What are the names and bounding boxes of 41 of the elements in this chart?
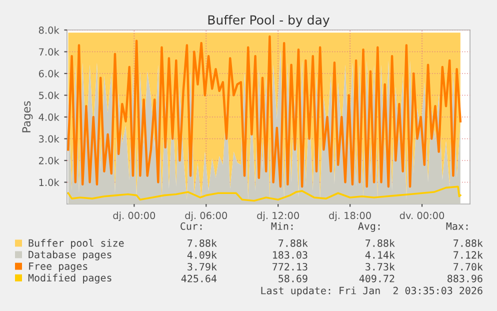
text: Max: [446, 222, 468, 230]
legend-label: Buffer pool size [28, 239, 124, 249]
y-tick-label: 1.0k [39, 178, 60, 186]
text: 58.69 [278, 274, 308, 282]
y-tick-label: 2.0k [38, 156, 60, 164]
x-tick-label: dj. 00:00 [113, 212, 156, 222]
text: 3.79k [188, 262, 217, 271]
text: 183.03 [273, 251, 308, 259]
text: Last update: Fri Jan 2 03:35:03 2026 [261, 286, 482, 296]
x-tick-label: dv. 00:00 [400, 212, 444, 220]
y-tick-label: 4.0k [38, 113, 60, 121]
y-tick-label: 8.0k [38, 26, 60, 34]
text: 4.14k [365, 250, 395, 259]
text: Min: [271, 222, 293, 230]
text: 3.73k [366, 262, 395, 271]
x-tick-label: dj. 18:00 [329, 212, 371, 222]
y-tick-label: 3.0k [39, 135, 60, 143]
text: 7.88k [188, 239, 217, 247]
text: 7.88k [366, 239, 395, 247]
y-axis-title: Pages [22, 101, 33, 132]
legend-label: Free pages [29, 262, 88, 272]
legend-label: Modified pages [28, 274, 112, 284]
text: 409.72 [359, 274, 394, 282]
text: 7.88k [454, 239, 483, 247]
text: 7.70k [454, 262, 483, 271]
text: 772.13 [272, 262, 308, 271]
text: 425.64 [181, 274, 217, 282]
y-tick-label: 7.0k [39, 48, 60, 56]
chart-title: Buffer Pool - by day [208, 14, 330, 28]
line-series [67, 186, 462, 202]
x-tick-label: dj. 12:00 [257, 212, 299, 222]
text: Cur: [180, 222, 202, 230]
x-tick-label: dj. 06:00 [185, 212, 228, 222]
text: 4.09k [187, 250, 217, 259]
y-tick-label: 6.0k [38, 70, 60, 78]
y-tick-label: 5.0k [39, 92, 60, 100]
text: 7.88k [278, 239, 308, 247]
text: 883.96 [448, 274, 482, 282]
text: 7.12k [454, 250, 483, 259]
legend-label: Database pages [28, 250, 112, 260]
text: Avg: [358, 222, 380, 232]
